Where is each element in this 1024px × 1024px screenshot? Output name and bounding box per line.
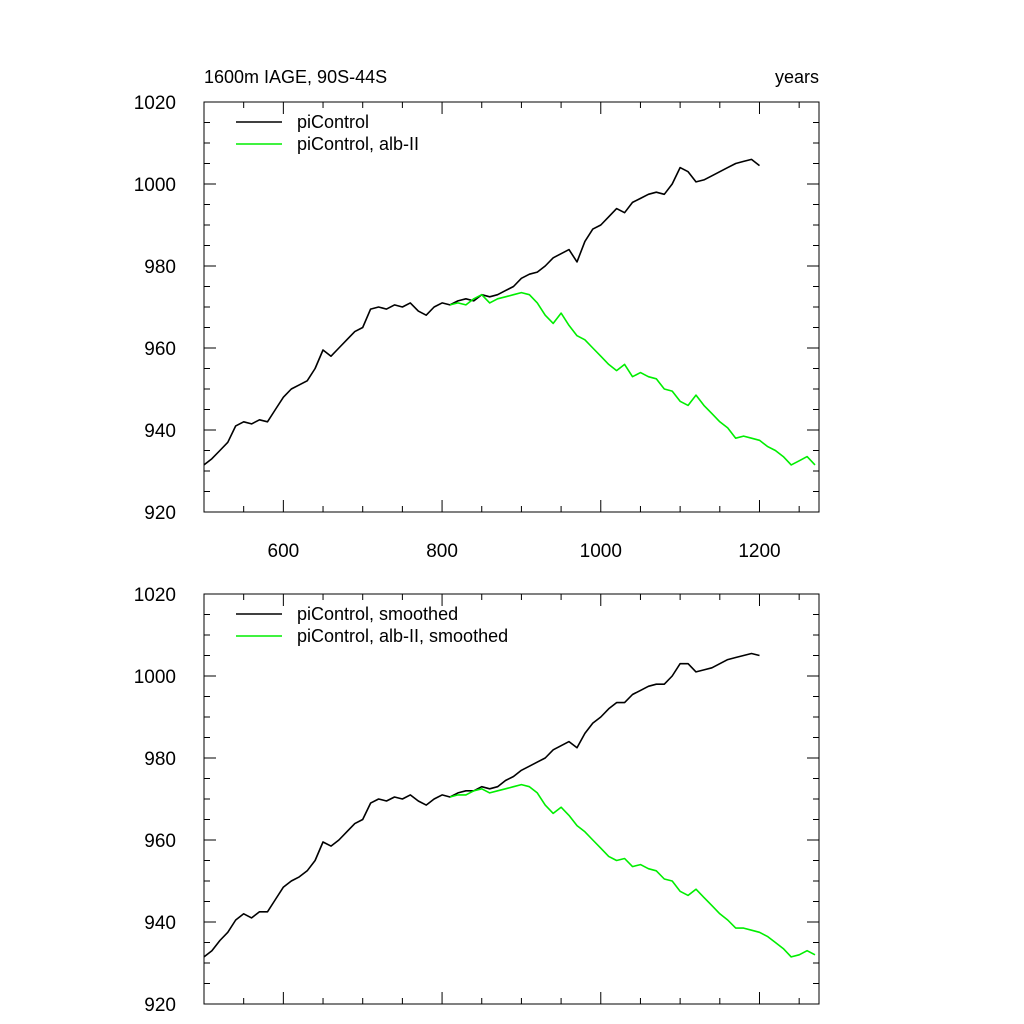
y-tick-label: 940 <box>144 421 176 442</box>
series-line-1 <box>449 291 816 466</box>
bottom-panel: 920 940 960 980 1000 1020 piControl, smoothedp… <box>134 585 820 1016</box>
legend-label-1: piControl, alb-II <box>297 134 419 154</box>
y-tick-label: 960 <box>144 831 176 852</box>
y-tick-label: 920 <box>144 995 176 1016</box>
legend-label-1: piControl, alb-II, smoothed <box>297 626 508 646</box>
y-tick-label: 980 <box>144 749 176 770</box>
y-tick-label: 1000 <box>134 175 176 196</box>
x-tick-label: 800 <box>426 541 458 562</box>
y-tick-label: 1020 <box>134 585 176 606</box>
plot-frame <box>203 593 820 1005</box>
y-tick-label: 960 <box>144 339 176 360</box>
y-tick-label: 940 <box>144 913 176 934</box>
chart-title-left: 1600m IAGE, 90S-44S <box>204 67 387 87</box>
legend-label-0: piControl, smoothed <box>297 604 458 624</box>
series-line-0 <box>203 652 760 958</box>
x-tick-label: 1200 <box>738 541 780 562</box>
y-tick-label: 1000 <box>134 667 176 688</box>
y-tick-label: 920 <box>144 503 176 524</box>
y-tick-label: 1020 <box>134 93 176 114</box>
top-panel: 1600m IAGE, 90S-44S years 920 940 960 980 10… <box>134 67 820 562</box>
series-line-0 <box>203 158 760 466</box>
x-tick-label: 600 <box>268 541 300 562</box>
series-line-1 <box>449 783 816 958</box>
plot-frame <box>203 101 820 513</box>
chart-title-right: years <box>775 67 819 87</box>
x-tick-label: 1000 <box>580 541 622 562</box>
legend-label-0: piControl <box>297 112 369 132</box>
y-tick-label: 980 <box>144 257 176 278</box>
